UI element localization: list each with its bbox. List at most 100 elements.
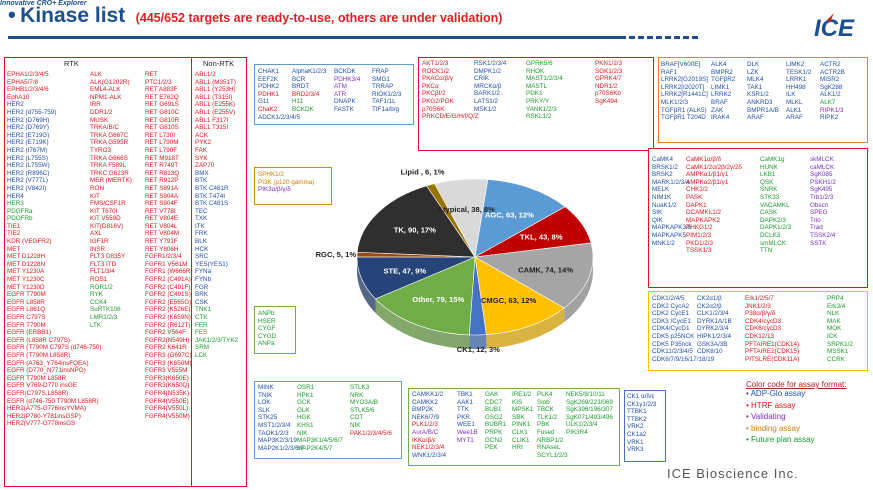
kinase-item: KIT — [90, 192, 100, 200]
kinase-item: BTK — [195, 177, 208, 185]
pie-label: Atypical, 38, 8% — [438, 205, 496, 214]
other-column-2: TBK1 AAK1 TTK PKR WEE1 Wee1B MYT1 — [457, 391, 478, 459]
kinase-item: BRD2/3/4 — [292, 90, 320, 98]
tkl-column-3: DLK LZK MLK4 TAK1 KSR1/2 ANKRD3 BMPR1A/B ARAF — [747, 61, 779, 122]
kinase-item: NIM1K — [652, 193, 672, 201]
kinase-item: RET R912P — [145, 177, 179, 185]
other-column-4: IRE1/2 KIS MPSK1 SBK PINK1 CLK1 CLIK1 HRI — [512, 391, 533, 459]
kinase-item: PRKCD/E/G/H/I/Q/Z — [422, 113, 479, 121]
kinase-item: DAPK2/3 — [760, 216, 786, 224]
kinase-item: NuaK1/2 — [652, 201, 677, 209]
kinase-item: ADCK1/2/3/4/5 — [258, 113, 301, 121]
kinase-item: LIMK2 — [786, 61, 805, 68]
kinase-item: EGFR(C797S,L858R) — [7, 389, 69, 397]
kinase-item: HER2 (L755S) — [7, 154, 48, 162]
kinase-item: FGFR4(V550L) — [145, 405, 189, 413]
kinase-item: RET L730I — [145, 131, 175, 139]
rtk-column-2: ALK ALK(G1202R) EML4-ALK NPM1-ALK IRR DDR1/2 M… — [90, 71, 132, 329]
kinase-item: PKG2/PGK — [422, 97, 454, 105]
kinase-item: FAK — [195, 146, 207, 154]
kinase-item: HER4 — [7, 192, 24, 200]
ck1-box — [624, 390, 666, 462]
kinase-item: HPK1 — [297, 391, 314, 399]
kinase-item: TTBK1 — [627, 408, 647, 416]
agc-column-1: AKT1/2/3 ROCK1/2 PKACα/β/γ PKCα PKCβI/2 PKG2/… — [422, 60, 479, 121]
kinase-item: COT — [350, 414, 364, 422]
kinase-item — [595, 113, 622, 121]
legend-label: Future plan assay — [751, 435, 815, 444]
kinase-item: PYK2 — [195, 139, 212, 147]
legend-item: • Validating — [746, 412, 846, 424]
kinase-item: OSR1 — [297, 384, 315, 391]
kinase-item: VRK2 — [627, 423, 644, 431]
tkl-column-5: ACTR2 ACTR2B MISR2 SgK288 ALK1/2 ALK7 RIPK1/3 R… — [820, 61, 845, 122]
cmgc-column-2: CK2α1/β CK2α2/β CLK1/2/3/4 DYRK1A/1B DYRK2/3… — [697, 295, 732, 363]
kinase-item: TRKA/B/C — [90, 124, 120, 132]
kinase-item: SGK1/2/3 — [595, 67, 623, 75]
kinase-item: RET G810S — [145, 124, 179, 132]
kinase-item: CDK11/2/3/4/5 — [652, 348, 693, 356]
kinase-item: CK1γ1/2/3 — [627, 400, 657, 408]
kinase-item: MYT1 — [457, 436, 474, 444]
kinase-item: MET D1228H — [7, 253, 46, 261]
kinase-item: ZAK — [711, 106, 724, 114]
kinase-item: RET S904A — [145, 192, 179, 200]
kinase-item: CK1 α/δ/ε — [627, 393, 655, 400]
kinase-item: EGFR (T790M L858R) — [7, 351, 71, 359]
kinase-item: Trb1/2/3 — [810, 193, 834, 201]
kinase-item: MLKL — [786, 98, 803, 106]
kinase-item: FES — [195, 329, 208, 337]
kinase-item: NDR1/2 — [595, 82, 618, 90]
title-bullet: • — [8, 2, 16, 27]
kinase-item: EGFR (A763_Y764insFQEA) — [7, 359, 89, 367]
kinase-item: TNIK — [258, 391, 273, 399]
kinase-item: RET — [145, 71, 158, 78]
pie-label: RGC, 5, 1% — [316, 250, 357, 259]
kinase-item: skMLCK — [810, 156, 834, 163]
kinase-item: PTC1/2/3 — [145, 78, 172, 86]
kinase-item: FYNa — [195, 268, 212, 276]
kinase-item: HER2 (R896C) — [7, 169, 50, 177]
kinase-item: KIT T670I — [90, 207, 118, 215]
kinase-item: TRRAP — [372, 83, 394, 91]
kinase-item: RIPK1/3 — [820, 106, 844, 114]
legend-title: Color code for assay format: — [746, 380, 847, 389]
camk-column-3: CaMK1g HUNK LKB1 QSK SNRK STK33 VACAMKL CASK DAP… — [760, 156, 791, 255]
kinase-item: FGFR1 V561M — [145, 260, 188, 268]
kinase-item: RYK — [90, 291, 103, 299]
kinase-item: HER2 (d755-759) — [7, 108, 57, 116]
legend-label: binding assay — [751, 423, 800, 433]
kinase-item: LRRK2[G2019S] — [661, 76, 708, 84]
kinase-item: SgK085 — [810, 171, 833, 179]
kinase-item: FGFR2 (K526E) — [145, 306, 191, 314]
kinase-item: FMS/CSF1R — [90, 200, 126, 208]
kinase-item: CDC7 — [485, 398, 503, 406]
kinase-item: FGFR2 (E565G) — [145, 298, 192, 306]
ste-column-3: STLK3 NRK MYO3A/B STLK5/6 COT NIK PAK1/2/3/4/5… — [350, 384, 392, 452]
kinase-item: HCK — [195, 245, 209, 253]
kinase-item: SRPK1/2 — [827, 340, 853, 348]
kinase-item: FGFR4(V550E) — [145, 397, 189, 405]
page-title: • Kinase list (445/652 targets are ready… — [8, 2, 502, 36]
kinase-item — [566, 444, 613, 452]
legend-label: Validating — [751, 412, 786, 421]
kinase-item: FGFR3(K650Q) — [145, 382, 190, 390]
kinase-item: CDK2 CycA2 — [652, 302, 690, 310]
kinase-item: LMR1/2/3 — [90, 314, 118, 321]
lipid-column: SPHK1/2 PI3K (p120 gamma) PIK3α/β/γ/δ — [258, 171, 314, 194]
kinase-item: ALK — [90, 71, 102, 78]
kinase-item: DYRK2/3/4 — [697, 325, 729, 333]
kinase-item: MASTL — [526, 82, 547, 90]
kinase-item: RET A883F — [145, 86, 178, 94]
kinase-item: NEK5/8/10/11 — [566, 391, 605, 398]
pie-label: CMGC, 63, 12% — [481, 296, 537, 305]
kinase-item: LRRK2 — [711, 91, 732, 99]
kinase-item: RON — [90, 184, 104, 192]
kinase-item: EEF2K — [258, 75, 278, 83]
kinase-item: ANPa — [258, 340, 275, 348]
kinase-item: ABL1 T315I — [195, 124, 229, 132]
kinase-item: CASK — [760, 209, 778, 217]
other-atypical-box — [254, 64, 414, 125]
kinase-item: BTK C481R — [195, 184, 229, 192]
kinase-item: EGFR (T790M C797S (d746-750) — [7, 344, 102, 352]
